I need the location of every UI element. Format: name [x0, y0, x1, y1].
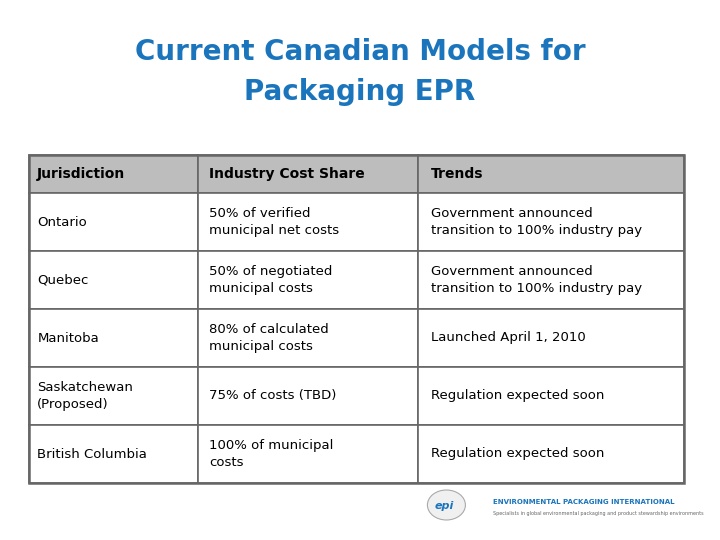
Bar	[418, 193, 684, 251]
Text: British Columbia: British Columbia	[37, 448, 147, 461]
Bar	[29, 155, 684, 483]
Bar	[29, 309, 198, 367]
Bar	[29, 425, 198, 483]
Text: Specialists in global environmental packaging and product stewardship environmen: Specialists in global environmental pack…	[493, 510, 704, 516]
Text: 50% of verified
municipal net costs: 50% of verified municipal net costs	[209, 207, 339, 237]
Bar	[29, 367, 198, 425]
Text: Industry Cost Share: Industry Cost Share	[209, 167, 365, 181]
Bar	[29, 251, 198, 309]
Text: Launched April 1, 2010: Launched April 1, 2010	[431, 332, 585, 345]
Bar	[198, 193, 418, 251]
Bar	[418, 367, 684, 425]
Text: 50% of negotiated
municipal costs: 50% of negotiated municipal costs	[209, 265, 333, 295]
Text: Regulation expected soon: Regulation expected soon	[431, 448, 604, 461]
Text: Government announced
transition to 100% industry pay: Government announced transition to 100% …	[431, 207, 642, 237]
Text: 75% of costs (TBD): 75% of costs (TBD)	[209, 389, 336, 402]
Text: epi: epi	[435, 501, 454, 511]
Bar	[198, 425, 418, 483]
Text: Saskatchewan
(Proposed): Saskatchewan (Proposed)	[37, 381, 133, 411]
Bar	[198, 251, 418, 309]
Bar	[29, 155, 198, 193]
Bar	[198, 367, 418, 425]
Text: Manitoba: Manitoba	[37, 332, 99, 345]
Text: ENVIRONMENTAL PACKAGING INTERNATIONAL: ENVIRONMENTAL PACKAGING INTERNATIONAL	[493, 499, 675, 505]
Bar	[198, 309, 418, 367]
Text: Trends: Trends	[431, 167, 483, 181]
Bar	[418, 251, 684, 309]
Bar	[418, 309, 684, 367]
Text: Current Canadian Models for
Packaging EPR: Current Canadian Models for Packaging EP…	[135, 38, 585, 105]
Bar	[29, 193, 198, 251]
Bar	[198, 155, 418, 193]
Text: Quebec: Quebec	[37, 273, 89, 287]
Ellipse shape	[428, 490, 465, 520]
Text: 100% of municipal
costs: 100% of municipal costs	[209, 439, 333, 469]
Text: Ontario: Ontario	[37, 215, 87, 228]
Bar	[418, 425, 684, 483]
Text: Regulation expected soon: Regulation expected soon	[431, 389, 604, 402]
Text: Government announced
transition to 100% industry pay: Government announced transition to 100% …	[431, 265, 642, 295]
Bar	[418, 155, 684, 193]
Text: Jurisdiction: Jurisdiction	[37, 167, 125, 181]
Text: 80% of calculated
municipal costs: 80% of calculated municipal costs	[209, 323, 329, 353]
